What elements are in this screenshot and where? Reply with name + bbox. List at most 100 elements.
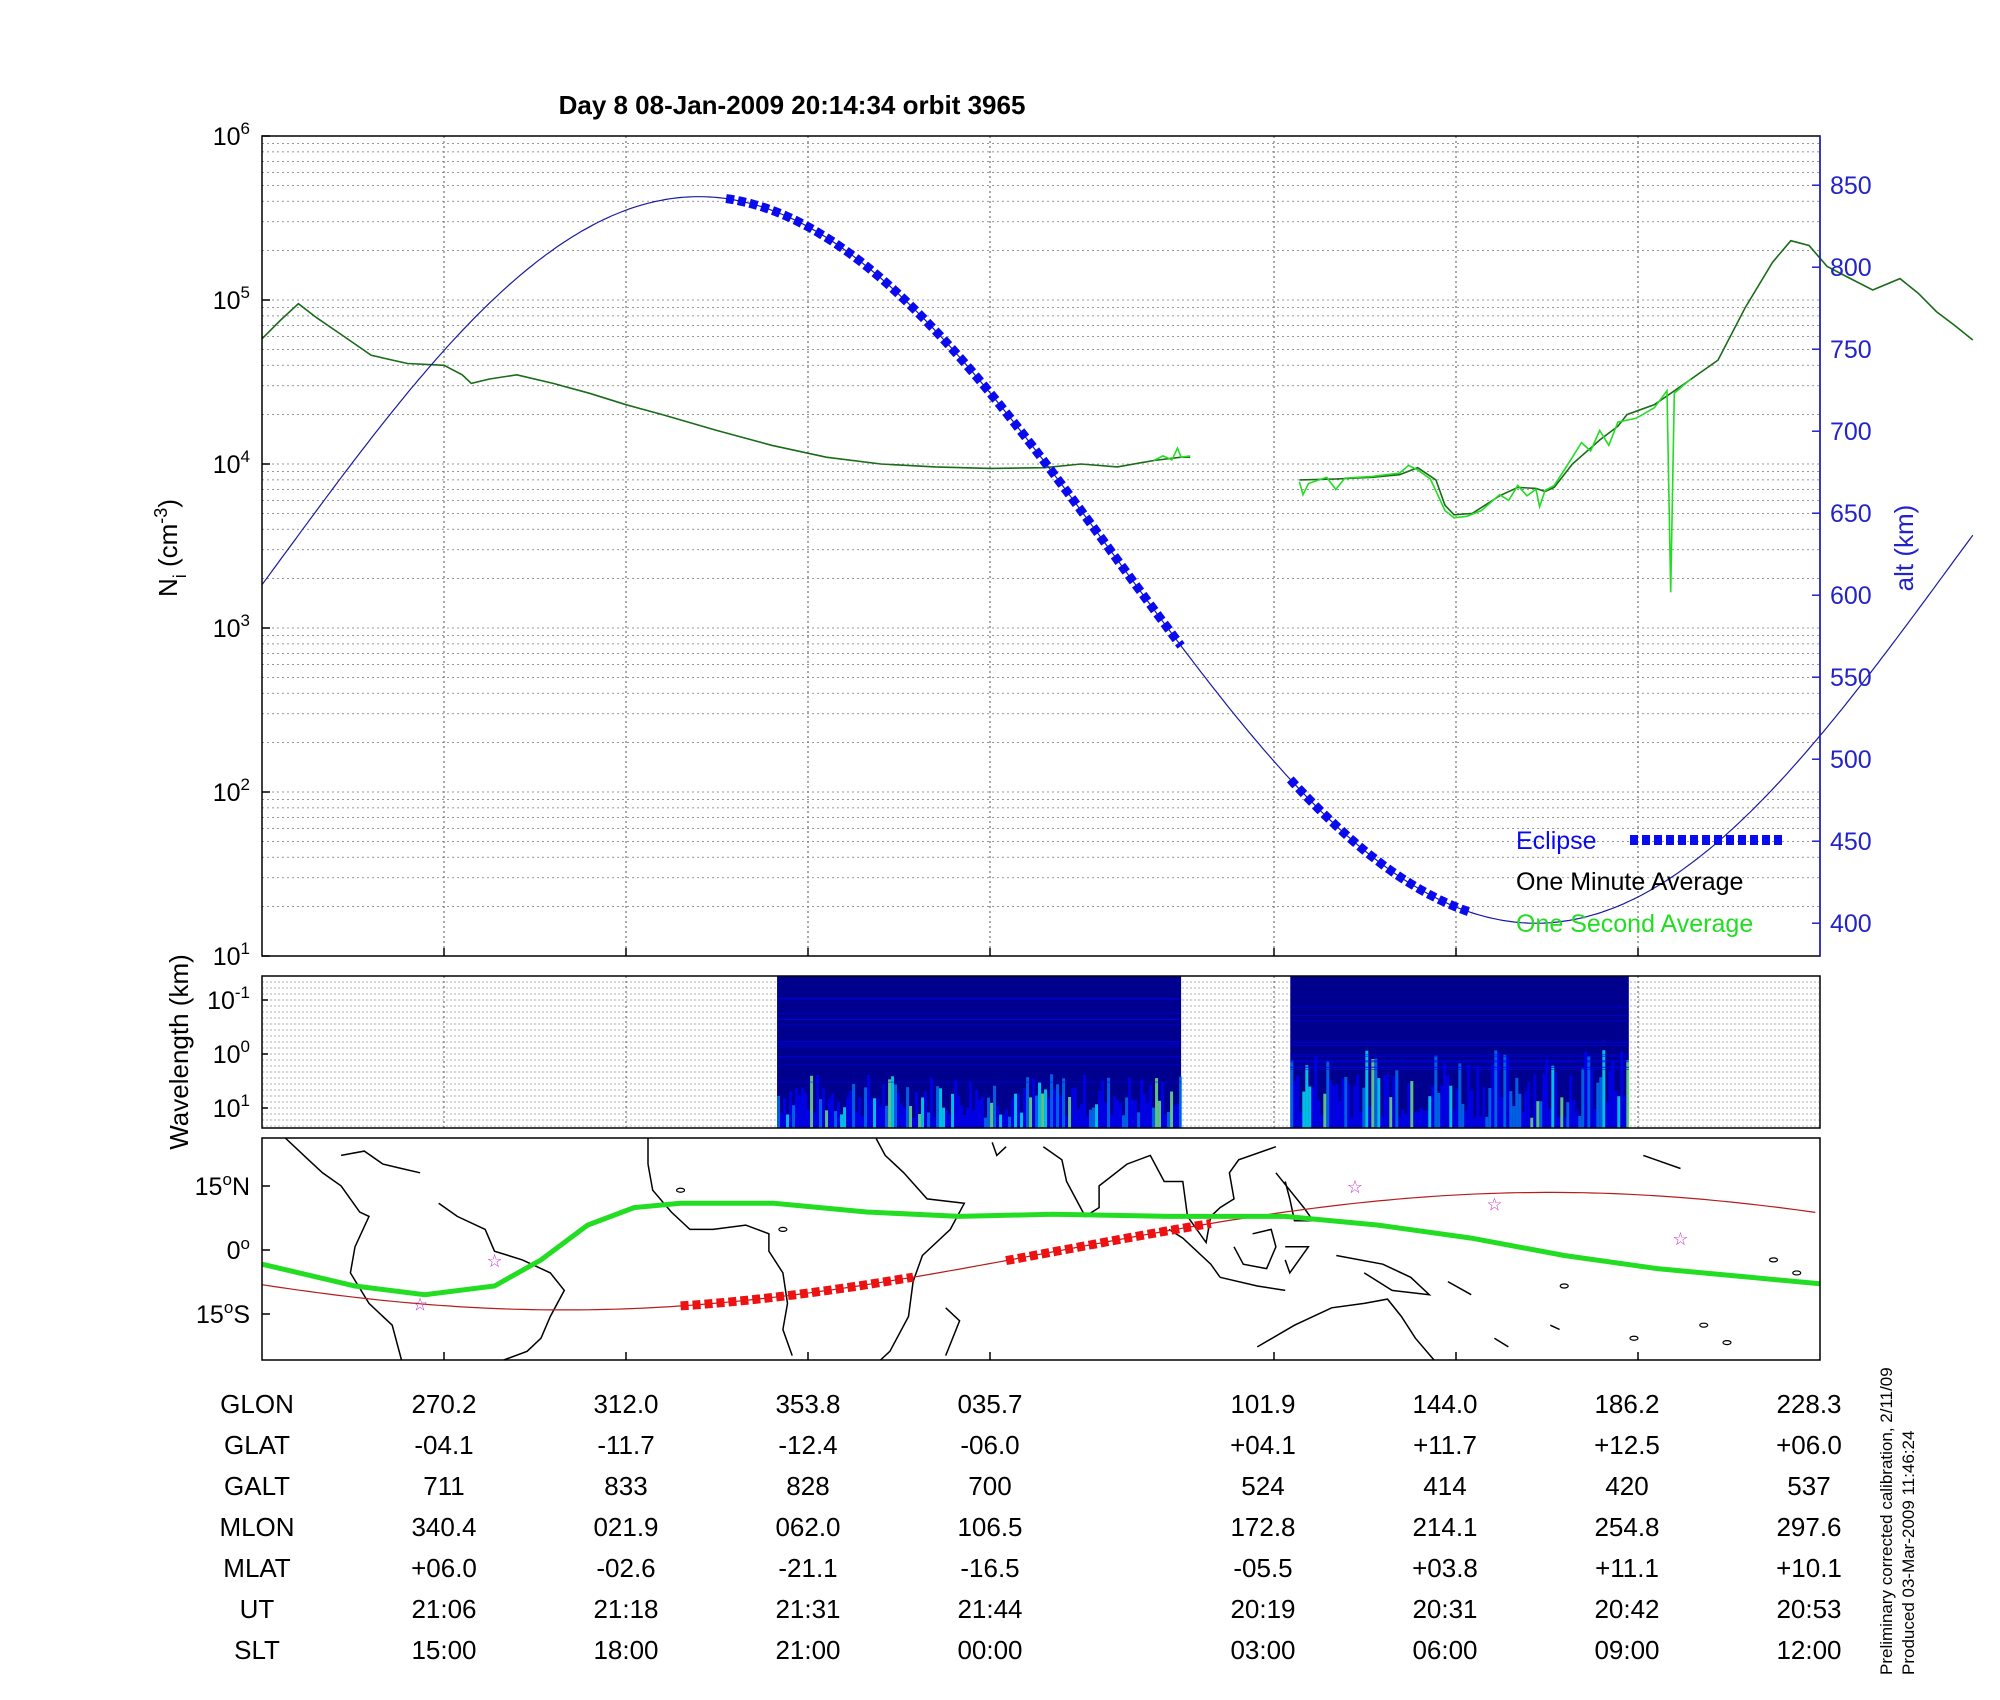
spectrogram-cell bbox=[1065, 1115, 1069, 1128]
spectrogram-cell bbox=[1416, 1112, 1420, 1128]
spectrogram-cell bbox=[1152, 1107, 1156, 1128]
spectrogram-cell bbox=[1317, 1100, 1321, 1128]
spectrogram-cell bbox=[948, 1114, 952, 1128]
spectrogram-cell bbox=[969, 1082, 973, 1128]
spectrogram-cell bbox=[1104, 1102, 1108, 1128]
spectrogram-cell bbox=[1338, 1101, 1342, 1128]
spectrogram-cell bbox=[1341, 1078, 1345, 1128]
spectrogram-cell bbox=[1548, 1108, 1552, 1128]
spectrogram-cell bbox=[996, 1105, 1000, 1128]
spectrogram-cell bbox=[1158, 1100, 1162, 1128]
ephemeris-table: GLON 270.2 312.0 353.8 035.7 101.9 144.0 186.2 2… bbox=[219, 1389, 1841, 1665]
ephemeris-cell: 21:44 bbox=[957, 1594, 1022, 1624]
calibration-note: Preliminary corrected calibration, 2/11/… bbox=[1877, 1367, 1896, 1675]
spectrogram-cell bbox=[1155, 1078, 1159, 1128]
spectrogram-cell bbox=[831, 1093, 835, 1128]
spectrogram-cell bbox=[834, 1111, 838, 1128]
ephemeris-cell: 828 bbox=[786, 1471, 829, 1501]
y-tick-label: 103 bbox=[213, 611, 250, 643]
spectrogram-cell bbox=[1089, 1109, 1093, 1128]
spectrogram-cell bbox=[993, 1085, 997, 1128]
spectrogram-cell bbox=[1059, 1095, 1063, 1128]
spectrogram-cell bbox=[927, 1112, 931, 1128]
spectrogram-cell bbox=[900, 1103, 904, 1128]
spectrogram-cell bbox=[1422, 1110, 1426, 1128]
spectrogram-cell bbox=[954, 1080, 958, 1128]
eclipse-segment bbox=[1286, 776, 1474, 918]
spectrogram-cell bbox=[1485, 1116, 1489, 1128]
ephemeris-cell: -04.1 bbox=[414, 1430, 473, 1460]
spectrogram-cell bbox=[1323, 1093, 1327, 1128]
spectrogram-cell bbox=[846, 1096, 850, 1128]
spectrogram-cell bbox=[879, 1106, 883, 1128]
coastline bbox=[945, 1307, 961, 1356]
spectrogram-cell bbox=[1170, 1091, 1174, 1128]
second-average-line bbox=[1298, 378, 1692, 593]
ephemeris-cell: 12:00 bbox=[1776, 1635, 1841, 1665]
spectrogram-cell bbox=[798, 1095, 802, 1128]
spectrogram-cell bbox=[1314, 1055, 1318, 1128]
ephemeris-cell: +06.0 bbox=[411, 1553, 477, 1583]
second-average-line bbox=[1153, 446, 1191, 462]
spectrogram-cell bbox=[1572, 1100, 1576, 1128]
spectrogram-cell bbox=[828, 1097, 832, 1128]
spectrogram-cell bbox=[1311, 1087, 1315, 1128]
spectrogram-cell bbox=[1110, 1114, 1114, 1128]
island bbox=[1629, 1335, 1639, 1341]
chart-title: Day 8 08-Jan-2009 20:14:34 orbit 3965 bbox=[559, 90, 1026, 120]
spectrogram-cell bbox=[1128, 1077, 1132, 1128]
spectrogram-cell bbox=[1554, 1072, 1558, 1128]
ephemeris-cell: 15:00 bbox=[411, 1635, 476, 1665]
spectrogram-cell bbox=[861, 1115, 865, 1128]
spectrogram-cell bbox=[1167, 1111, 1171, 1128]
spectrogram-cell bbox=[1578, 1115, 1582, 1128]
spectrogram-cell bbox=[1593, 1108, 1597, 1128]
ephemeris-cell: 172.8 bbox=[1230, 1512, 1295, 1542]
spectrogram-cell bbox=[1557, 1116, 1561, 1128]
island bbox=[1699, 1322, 1709, 1328]
spectrogram-cell bbox=[951, 1093, 955, 1128]
spectrogram-cell bbox=[1551, 1065, 1555, 1128]
spectrogram-cell bbox=[813, 1112, 817, 1128]
spectrogram-cell bbox=[804, 1092, 808, 1128]
spectrogram-cell bbox=[1611, 1062, 1615, 1128]
spectrogram-cell bbox=[1614, 1090, 1618, 1128]
density-panel: 101 102 103 104 105 106 400 450 500 550 600 650 700… bbox=[151, 119, 1974, 971]
spectrogram-cell bbox=[1410, 1081, 1414, 1128]
spectrogram-cell bbox=[1542, 1073, 1546, 1128]
spectrogram-cell bbox=[891, 1076, 895, 1128]
ephemeris-cell: +11.1 bbox=[1595, 1553, 1659, 1583]
spectrogram-cell bbox=[1086, 1116, 1090, 1128]
spectrogram-cell bbox=[1074, 1087, 1078, 1128]
ephemeris-cell: 021.9 bbox=[593, 1512, 658, 1542]
spectrogram-cell bbox=[1038, 1082, 1042, 1128]
spectrogram-cell bbox=[981, 1096, 985, 1128]
spectrogram-cell bbox=[1344, 1076, 1348, 1128]
spectrogram-cell bbox=[1134, 1100, 1138, 1128]
spectrogram-cell bbox=[885, 1105, 889, 1128]
spectrogram-cell bbox=[1515, 1077, 1519, 1128]
spectrogram-cell bbox=[783, 1098, 787, 1128]
map-eclipse-segment bbox=[1005, 1219, 1212, 1266]
ephemeris-cell: 00:00 bbox=[957, 1635, 1022, 1665]
spectrogram-cell bbox=[1617, 1096, 1621, 1128]
spectrogram-cell bbox=[1014, 1093, 1018, 1128]
spectrogram-cell bbox=[1524, 1091, 1528, 1128]
spectrogram-cell bbox=[1491, 1064, 1495, 1128]
spectrogram-cell bbox=[876, 1097, 880, 1128]
spectrogram-cell bbox=[936, 1086, 940, 1128]
ephemeris-cell: -06.0 bbox=[960, 1430, 1019, 1460]
spectrogram-cell bbox=[789, 1091, 793, 1128]
spectrogram-cell bbox=[1176, 1103, 1180, 1128]
spectrogram-cell bbox=[1374, 1058, 1378, 1128]
spectrogram-cell bbox=[1353, 1085, 1357, 1128]
spectrogram-cell bbox=[1164, 1114, 1168, 1128]
ephemeris-row-label: MLAT bbox=[223, 1553, 291, 1583]
legend-label: One Minute Average bbox=[1516, 868, 1743, 896]
spectrogram-cell bbox=[1530, 1117, 1534, 1128]
spectrogram-cell bbox=[906, 1087, 910, 1128]
spectrogram-cell bbox=[1017, 1094, 1021, 1128]
density-y-ticks: 101 102 103 104 105 106 bbox=[213, 119, 1639, 971]
spectrogram-cell bbox=[1626, 1059, 1630, 1128]
ephemeris-cell: 20:53 bbox=[1776, 1594, 1841, 1624]
